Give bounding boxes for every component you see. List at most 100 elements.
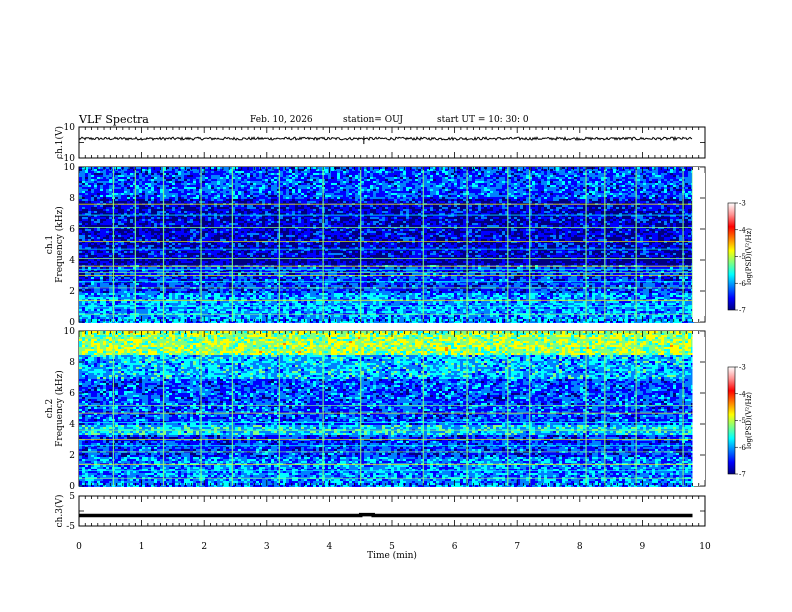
spectrogram-cell: [478, 211, 481, 213]
spectrogram-cell: [397, 185, 400, 187]
spectrogram-cell: [469, 197, 472, 199]
spectrogram-cell: [397, 197, 400, 199]
spectrogram-cell: [610, 173, 613, 175]
spectrogram-cell: [265, 209, 268, 211]
spectrogram-cell: [412, 209, 415, 211]
spectrogram-cell: [283, 183, 286, 185]
spectrogram-cell: [667, 171, 670, 173]
spectrogram-cell: [253, 185, 256, 187]
spectrogram-cell: [283, 199, 286, 201]
spectrogram-cell: [493, 179, 496, 181]
spectrogram-cell: [544, 187, 547, 189]
spectrogram-cell: [655, 175, 658, 177]
spectrogram-cell: [214, 195, 217, 197]
spectrogram-cell: [496, 181, 499, 183]
spectrogram-cell: [190, 213, 193, 215]
spectrogram-cell: [427, 211, 430, 213]
spectrogram-cell: [649, 179, 652, 181]
spectrogram-cell: [334, 179, 337, 181]
spectrogram-cell: [115, 175, 118, 177]
spectrogram-cell: [268, 181, 271, 183]
spectrogram-cell: [664, 171, 667, 173]
spectrogram-cell: [418, 199, 421, 201]
spectrogram-cell: [268, 197, 271, 199]
spectrogram-cell: [661, 167, 664, 169]
spectrogram-cell: [436, 201, 439, 203]
spectrogram-cell: [217, 189, 220, 191]
spectrogram-cell: [163, 213, 166, 215]
spectrogram-cell: [550, 177, 553, 179]
spectrogram-cell: [334, 213, 337, 215]
spectrogram-cell: [475, 177, 478, 179]
spectrogram-cell: [394, 173, 397, 175]
spectrogram-cell: [475, 211, 478, 213]
spectrogram-cell: [235, 215, 238, 217]
spectrogram-cell: [238, 191, 241, 193]
spectrogram-cell: [367, 201, 370, 203]
spectrogram-cell: [283, 193, 286, 195]
spectrogram-cell: [517, 189, 520, 191]
spectrogram-cell: [553, 179, 556, 181]
spectrogram-cell: [172, 171, 175, 173]
spectrogram-cell: [619, 191, 622, 193]
spectrogram-cell: [496, 199, 499, 201]
spectrogram-cell: [478, 181, 481, 183]
spectrogram-cell: [193, 199, 196, 201]
spectrogram-cell: [673, 179, 676, 181]
spectrogram-cell: [592, 209, 595, 211]
spectrogram-cell: [91, 177, 94, 179]
spectrogram-cell: [448, 195, 451, 197]
spectrogram-cell: [610, 189, 613, 191]
spectrogram-cell: [526, 185, 529, 187]
spectrogram-cell: [613, 175, 616, 177]
spectrogram-cell: [319, 179, 322, 181]
spectrogram-cell: [184, 207, 187, 209]
spectrogram-cell: [118, 199, 121, 201]
spectrogram-cell: [406, 171, 409, 173]
spectrogram-cell: [478, 191, 481, 193]
spectrogram-cell: [298, 207, 301, 209]
spectrogram-cell: [529, 205, 532, 207]
spectrogram-cell: [106, 171, 109, 173]
spectrogram-cell: [187, 209, 190, 211]
spectrogram-cell: [358, 177, 361, 179]
spectrogram-cell: [607, 167, 610, 169]
spectrogram-cell: [85, 209, 88, 211]
spectrogram-cell: [592, 175, 595, 177]
spectrogram-cell: [109, 199, 112, 201]
spectrogram-cell: [382, 209, 385, 211]
spectrogram-cell: [655, 185, 658, 187]
spectrogram-cell: [280, 213, 283, 215]
spectrogram-cell: [571, 191, 574, 193]
spectrogram-cell: [631, 173, 634, 175]
spectrogram-cell: [415, 207, 418, 209]
spectrogram-cell: [286, 195, 289, 197]
spectrogram-cell: [598, 209, 601, 211]
spectrogram-cell: [550, 183, 553, 185]
spectrogram-cell: [82, 205, 85, 207]
spectrogram-cell: [517, 185, 520, 187]
spectrogram-cell: [610, 199, 613, 201]
spectrogram-cell: [187, 199, 190, 201]
spectrogram-cell: [607, 213, 610, 215]
spectrogram-cell: [358, 191, 361, 193]
spectrogram-cell: [643, 199, 646, 201]
spectrogram-cell: [484, 185, 487, 187]
spectrogram-cell: [415, 175, 418, 177]
spectrogram-cell: [475, 201, 478, 203]
spectrogram-cell: [448, 179, 451, 181]
spectrogram-cell: [145, 193, 148, 195]
spectrogram-cell: [385, 199, 388, 201]
spectrogram-cell: [514, 169, 517, 171]
spectrogram-cell: [211, 187, 214, 189]
spectrogram-cell: [421, 177, 424, 179]
spectrogram-cell: [481, 195, 484, 197]
spectrogram-cell: [667, 181, 670, 183]
spectrogram-cell: [559, 195, 562, 197]
spectrogram-cell: [673, 175, 676, 177]
spectrogram-cell: [571, 187, 574, 189]
spectrogram-cell: [298, 177, 301, 179]
spectrogram-cell: [304, 171, 307, 173]
spectrogram-cell: [598, 197, 601, 199]
spectrogram-cell: [232, 187, 235, 189]
